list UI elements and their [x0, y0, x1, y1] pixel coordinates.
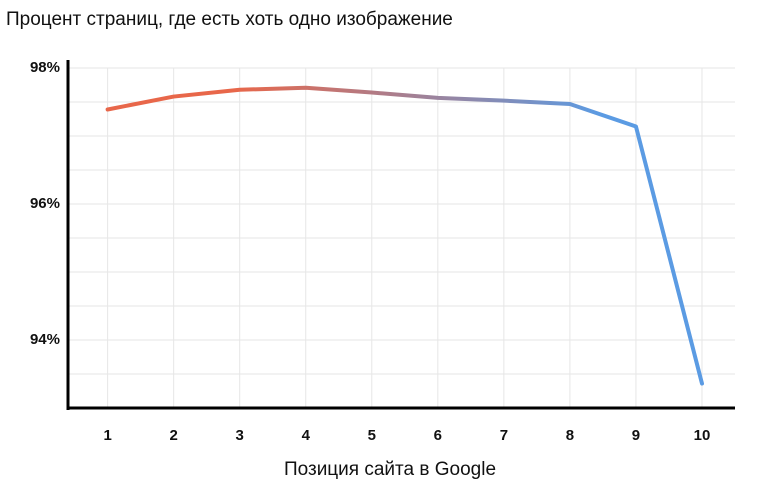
x-tick-label: 8: [566, 427, 574, 444]
x-tick-label: 5: [368, 427, 376, 444]
data-line: [105, 85, 704, 386]
y-tick-label: 96%: [30, 195, 60, 212]
chart-title: Процент страниц, где есть хоть одно изоб…: [6, 9, 453, 30]
x-tick-label: 4: [302, 427, 311, 444]
y-tick-label: 98%: [30, 59, 60, 76]
x-tick-label: 7: [500, 427, 508, 444]
x-tick-label: 10: [694, 427, 711, 444]
x-tick-label: 6: [434, 427, 442, 444]
x-tick-label: 1: [103, 427, 111, 444]
x-tick-label: 9: [632, 427, 640, 444]
x-tick-label: 3: [236, 427, 244, 444]
x-tick-label: 2: [169, 427, 177, 444]
y-tick-label: 94%: [30, 331, 60, 348]
x-axis-label: Позиция сайта в Google: [284, 459, 496, 480]
